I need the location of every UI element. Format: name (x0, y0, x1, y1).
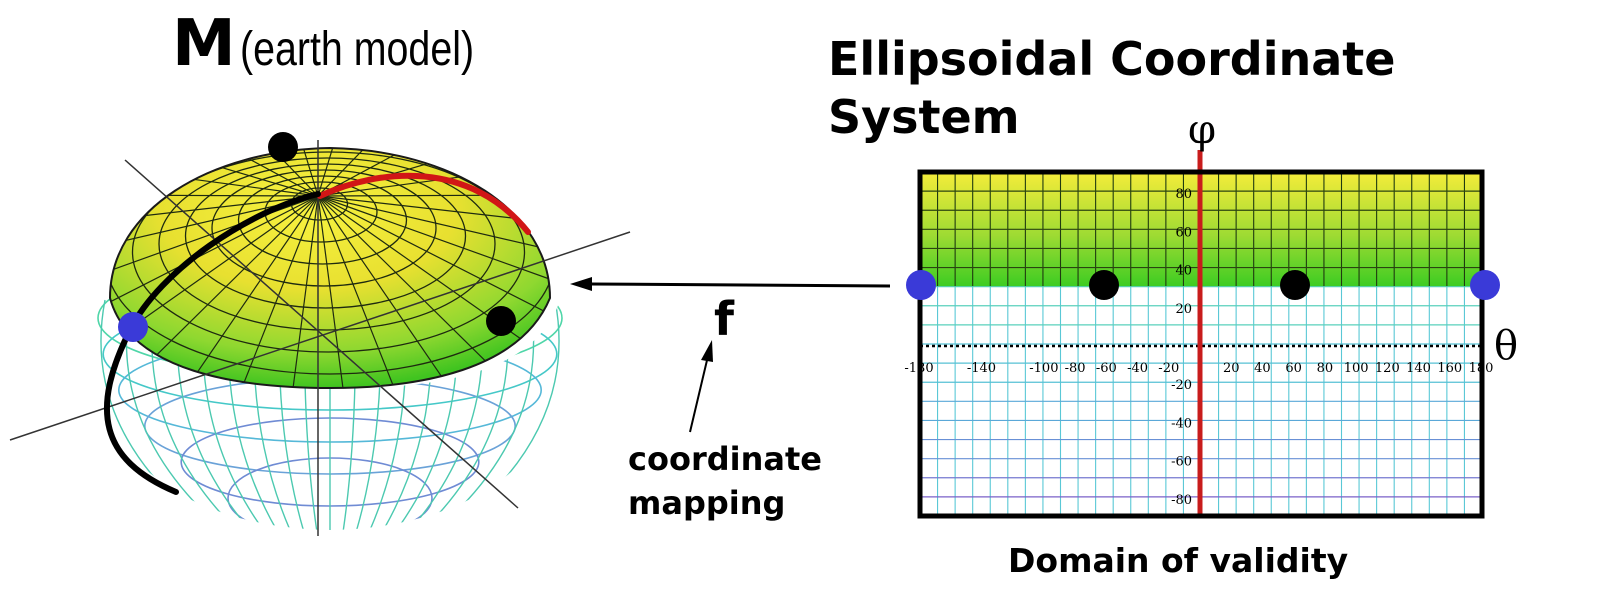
cap-meridian (317, 195, 399, 388)
domain-caption: Domain of validity (1008, 541, 1349, 580)
x-tick-label: 160 (1437, 361, 1462, 376)
y-tick-label: -20 (1171, 378, 1192, 393)
cap-meridian (317, 148, 346, 197)
x-tick-label: 140 (1406, 361, 1431, 376)
cap-meridian (290, 195, 319, 388)
red-meridian-curve (317, 172, 531, 235)
x-tick-label: -20 (1158, 361, 1179, 376)
x-tick-label: 120 (1375, 361, 1400, 376)
chart-frame (917, 169, 1485, 519)
cap-meridian (187, 195, 319, 387)
cap-meridian (187, 148, 319, 197)
cap-latitude-ring (131, 151, 526, 353)
y-tick-label: -60 (1171, 455, 1192, 470)
y-tick-label: 80 (1175, 187, 1192, 202)
manifold-caption: (earth model) (240, 23, 475, 76)
x-tick-label: 40 (1254, 361, 1271, 376)
mapping-arrowhead (570, 277, 592, 291)
cap-latitude-ring (237, 175, 408, 265)
cap-latitude-ring (158, 157, 496, 331)
x-tick-label: -40 (1127, 361, 1148, 376)
caption-pointer-head (701, 340, 713, 362)
cap-meridian (317, 195, 493, 368)
pole-point (268, 132, 298, 162)
x-tick-label: 80 (1317, 361, 1334, 376)
sample-point-plus60 (1280, 270, 1310, 300)
boundary-point-left (118, 312, 148, 342)
phi-axis-label: φ (1188, 107, 1217, 153)
mapping-function-label: f (714, 292, 735, 346)
x-tick-label: -60 (1096, 361, 1117, 376)
domain-chart: -180 -140 -100 -80 -60 -40 -20 20 40 60 80 100 120 14… (904, 150, 1500, 519)
ellipsoid-cap-wireframe (110, 148, 550, 388)
cap-meridian (237, 195, 319, 388)
y-tick-label: 60 (1175, 225, 1192, 240)
coordinate-system-title: Ellipsoidal Coordinate System (828, 32, 1396, 144)
sample-point-right (486, 306, 516, 336)
x-tick-label: 20 (1223, 361, 1240, 376)
theta-axis-label: θ (1494, 323, 1519, 369)
x-tick-label: -80 (1065, 361, 1086, 376)
cap-latitude-ring (184, 163, 467, 309)
cap-meridian (317, 195, 550, 288)
mapping-caption: coordinate mapping (628, 440, 822, 522)
x-tick-label: -140 (967, 361, 996, 376)
cap-meridian (290, 148, 319, 197)
manifold-symbol: M (172, 7, 236, 81)
cap-meridian (317, 195, 449, 387)
cap-latitude-ring (110, 148, 550, 375)
boundary-point-plus180 (1470, 270, 1500, 300)
y-tick-label: -40 (1171, 416, 1192, 431)
boundary-point-minus180 (906, 270, 936, 300)
y-tick-label: 20 (1175, 302, 1192, 317)
cap-meridian (110, 195, 319, 226)
caption-pointer-line (689, 355, 709, 433)
cap-meridian (317, 195, 550, 257)
mapping-arrow-line (589, 282, 891, 288)
cap-meridian (143, 195, 319, 368)
y-tick-label: 40 (1175, 264, 1192, 279)
cap-latitude-ring (211, 169, 437, 287)
ellipsoid-cap-outline (108, 146, 552, 390)
x-tick-label: -100 (1029, 361, 1058, 376)
ellipsoid-axis-2 (9, 231, 631, 441)
cap-meridian (317, 148, 399, 197)
cap-meridian (317, 148, 449, 197)
ellipsoid-axis-1 (124, 159, 519, 509)
x-tick-label: 100 (1344, 361, 1369, 376)
cap-meridian (317, 195, 346, 388)
chart-tick-labels: -180 -140 -100 -80 -60 -40 -20 20 40 60 80 100 120 14… (904, 187, 1493, 508)
y-tick-label: -80 (1171, 493, 1192, 508)
ellipsoid-valid-cap (110, 148, 550, 388)
sample-point-minus60 (1089, 270, 1119, 300)
earth-model-ellipsoid (9, 132, 631, 536)
cap-meridian (317, 195, 550, 318)
x-tick-label: 60 (1285, 361, 1302, 376)
